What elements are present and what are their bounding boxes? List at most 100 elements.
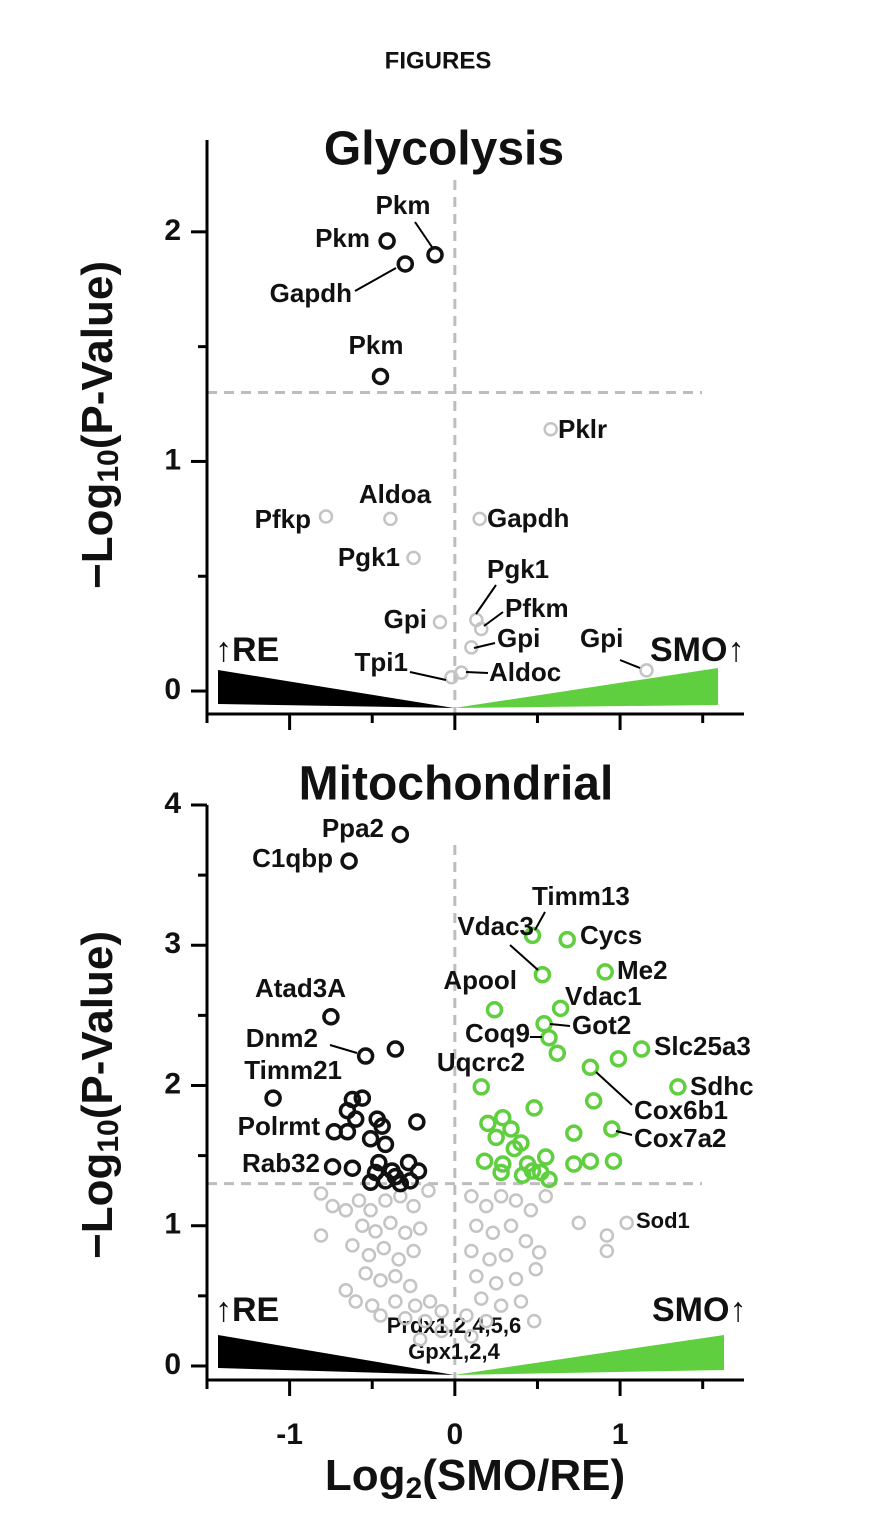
data-point <box>526 1313 542 1329</box>
data-point <box>348 1294 363 1309</box>
point-label: Pkm <box>349 330 404 360</box>
data-point <box>584 1092 603 1110</box>
data-point <box>493 1189 509 1204</box>
smo-wedge <box>454 668 718 708</box>
data-point <box>502 1120 520 1138</box>
data-point <box>548 1044 567 1062</box>
data-point <box>412 1221 428 1236</box>
data-point <box>493 1298 509 1313</box>
data-point <box>338 1123 357 1141</box>
point-label: C1qbp <box>252 843 333 873</box>
annotation: ↑RE <box>215 631 279 669</box>
x-tick-label: 0 <box>447 1418 464 1451</box>
data-point <box>264 1089 282 1107</box>
leader-line <box>595 1071 633 1106</box>
chart-title: Glycolysis <box>324 123 564 176</box>
point-label: Atad3A <box>255 973 346 1003</box>
data-point <box>475 1152 494 1170</box>
leader-line <box>414 221 433 248</box>
data-point <box>406 550 421 566</box>
point-label: Pklr <box>558 414 607 444</box>
data-point <box>513 1166 532 1184</box>
point-label: Vdac1 <box>565 981 642 1011</box>
point-label: Coq9 <box>465 1018 530 1048</box>
data-point <box>408 1113 426 1131</box>
data-point <box>565 1155 583 1173</box>
point-label: Sod1 <box>636 1208 690 1233</box>
data-point <box>402 1278 418 1294</box>
point-label: Gapdh <box>270 278 352 308</box>
data-point <box>492 1163 510 1182</box>
data-point <box>581 1152 600 1170</box>
data-point <box>464 1243 479 1259</box>
data-point <box>351 1193 367 1208</box>
data-point <box>378 232 396 250</box>
data-point <box>376 1240 392 1256</box>
leader-line <box>549 1023 571 1027</box>
y-tick-label: 0 <box>164 1348 181 1381</box>
data-point <box>340 852 358 870</box>
point-label: Timm21 <box>244 1055 342 1085</box>
point-label: Vdac3 <box>457 911 534 941</box>
y-axis-label: −Log10(P-Value) <box>73 261 125 589</box>
data-point <box>325 1198 340 1214</box>
data-point <box>361 1247 377 1263</box>
y-axis-label: −Log10(P-Value) <box>73 931 125 1259</box>
data-point <box>432 614 448 630</box>
data-point <box>472 511 487 527</box>
point-label: Gpi <box>384 604 427 634</box>
x-tick-label: -1 <box>276 1418 303 1451</box>
data-point <box>604 1152 623 1170</box>
data-point <box>401 1172 419 1190</box>
data-point <box>363 1203 378 1218</box>
y-tick-label: 4 <box>164 787 181 820</box>
data-point <box>538 1189 553 1204</box>
point-label: Pfkm <box>505 593 569 623</box>
data-point <box>345 1238 360 1253</box>
y-tick-label: 3 <box>164 927 181 960</box>
leader-line <box>615 1130 633 1136</box>
annotation: Prdx1,2,4,5,6 <box>387 1313 522 1338</box>
point-label: Ppa2 <box>322 813 384 843</box>
data-point <box>434 1304 449 1319</box>
annotation: ↑RE <box>215 1291 279 1329</box>
data-point <box>378 1193 393 1208</box>
data-point <box>464 1329 479 1344</box>
data-point <box>478 1313 494 1329</box>
data-point <box>599 1243 615 1259</box>
point-label: Timm13 <box>532 881 630 911</box>
point-label: Dnm2 <box>246 1023 318 1053</box>
point-label: Gpi <box>580 623 623 653</box>
chart-title: Mitochondrial <box>299 758 614 811</box>
data-point <box>487 1128 505 1147</box>
data-point <box>536 1148 555 1166</box>
point-label: Pkm <box>315 223 370 253</box>
data-point <box>508 1271 524 1287</box>
leader-line <box>619 659 641 669</box>
leader-line <box>409 671 447 681</box>
x-tick-label: 1 <box>612 1418 629 1451</box>
data-point <box>639 663 654 678</box>
point-label: Aldoc <box>489 657 561 687</box>
x-axis-label: Log2(SMO/RE) <box>325 1451 625 1505</box>
leader-line <box>354 267 397 292</box>
data-point <box>474 621 489 637</box>
y-tick-label: 1 <box>164 443 181 476</box>
data-point <box>323 1158 342 1176</box>
data-point <box>531 1245 547 1260</box>
point-label: Tpi1 <box>355 647 408 677</box>
point-label: Uqcrc2 <box>437 1047 525 1077</box>
point-label: Pfkp <box>255 504 311 534</box>
data-point <box>513 1294 529 1309</box>
data-point <box>494 1155 512 1173</box>
data-point <box>485 1001 504 1019</box>
y-tick-label: 0 <box>164 673 181 706</box>
data-point <box>518 1233 534 1249</box>
data-point <box>581 1058 600 1077</box>
data-point <box>373 1273 388 1288</box>
data-point <box>383 1215 398 1231</box>
leader-line <box>509 944 539 971</box>
data-point <box>388 1294 403 1309</box>
data-point <box>599 1228 615 1243</box>
